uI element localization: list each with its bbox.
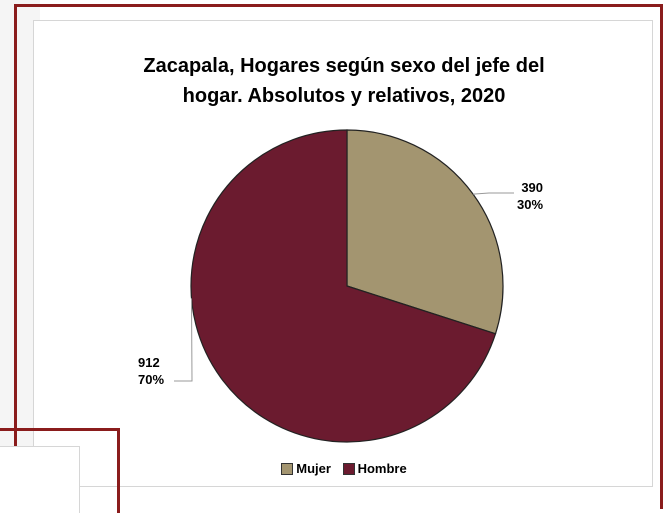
bottom-frame	[0, 428, 120, 513]
data-label-hombre-percent: 70%	[138, 372, 165, 387]
legend-item-hombre: Hombre	[342, 461, 407, 476]
chart-title-line-1: Zacapala, Hogares según sexo del jefe de…	[143, 55, 545, 77]
chart-legend: Mujer Hombre	[34, 461, 654, 478]
data-label-mujer-percent: 30%	[517, 197, 544, 212]
chart-panel: Zacapala, Hogares según sexo del jefe de…	[33, 20, 653, 487]
leader-line-mujer	[473, 192, 514, 195]
data-label-mujer-value: 390	[521, 180, 544, 195]
data-label-mujer: 390 30%	[517, 179, 543, 213]
legend-label-mujer: Mujer	[296, 461, 331, 476]
pie-slice-mujer	[346, 129, 504, 335]
leader-line-hombre	[174, 298, 193, 382]
data-label-hombre-value: 912	[138, 355, 160, 370]
legend-swatch-mujer	[281, 462, 294, 475]
legend-swatch-hombre	[342, 462, 355, 475]
pie-slice-hombre	[190, 129, 497, 443]
bottom-panel	[0, 446, 80, 513]
pie-chart	[174, 129, 514, 443]
chart-title-line-2: hogar. Absolutos y relativos, 2020	[182, 85, 506, 107]
chart-title: Zacapala, Hogares según sexo del jefe de…	[34, 51, 654, 111]
outer-frame	[14, 4, 663, 509]
data-label-hombre: 912 70%	[138, 354, 164, 388]
legend-item-mujer: Mujer	[281, 461, 331, 476]
legend-label-hombre: Hombre	[357, 461, 407, 476]
